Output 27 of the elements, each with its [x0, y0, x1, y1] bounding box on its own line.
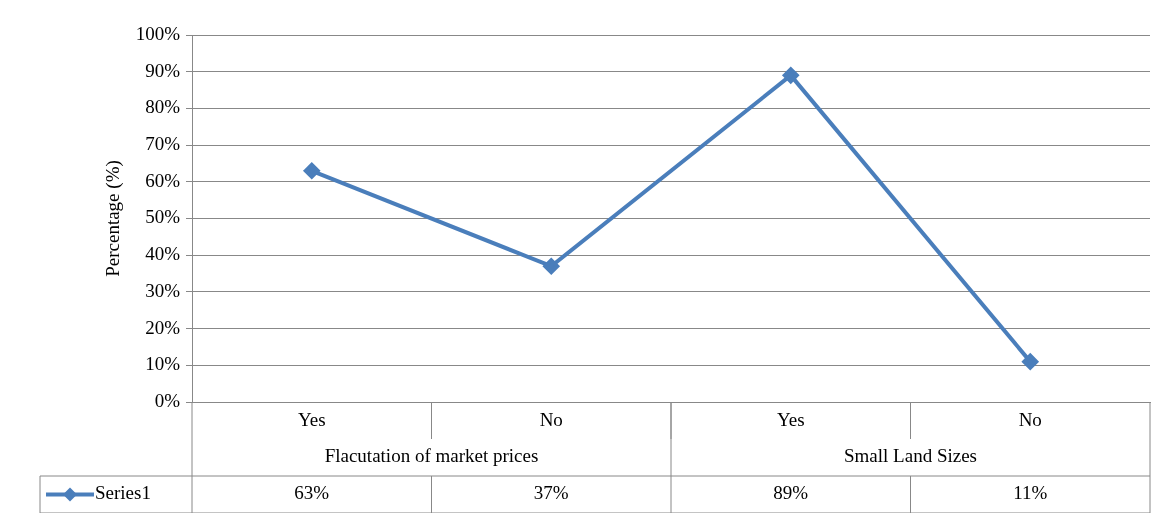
x-tick-label: No: [539, 409, 563, 431]
x-tick-label: Yes: [776, 409, 805, 431]
y-tick-label: 30%: [145, 279, 181, 301]
data-label: 89%: [773, 482, 809, 504]
x-tick-label: Yes: [297, 409, 326, 431]
y-tick-label: 10%: [145, 353, 181, 375]
y-tick-label: 20%: [145, 316, 181, 338]
point: [303, 162, 320, 179]
y-tick-label: 60%: [145, 169, 181, 191]
y-axis-title: Percentage (%): [102, 160, 125, 277]
data-label: 63%: [294, 482, 330, 504]
y-tick-label: 40%: [145, 243, 181, 265]
y-tick-label: 90%: [145, 59, 181, 81]
point: [1022, 353, 1039, 370]
text: Flacutation of market prices: [324, 445, 539, 467]
x-tick-label: No: [1018, 409, 1042, 431]
legend-label: Series1: [95, 482, 151, 504]
text: Small Land Sizes: [844, 445, 977, 467]
y-tick-label: 70%: [145, 133, 181, 155]
y-tick-label: 0%: [154, 389, 181, 411]
data-label: 11%: [1013, 482, 1048, 504]
data-label: 37%: [533, 482, 569, 504]
y-tick-label: 80%: [145, 96, 181, 118]
point: [782, 67, 799, 84]
point: [543, 258, 560, 275]
y-tick-label: 50%: [145, 206, 181, 228]
y-tick-label: 100%: [135, 22, 181, 44]
